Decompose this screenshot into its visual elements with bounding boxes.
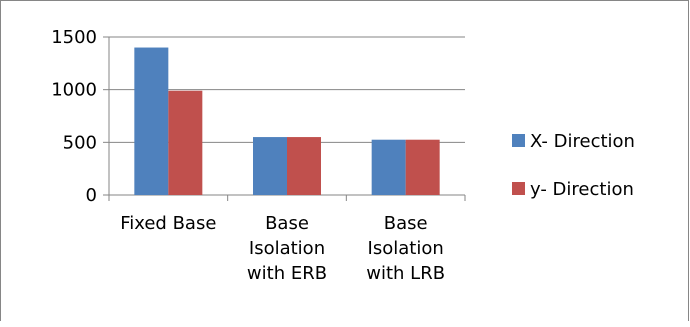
y-tick-label: 1000 <box>51 80 97 101</box>
x-axis-category-labels: Fixed Base Base Isolation with ERB Base Isola… <box>120 213 445 284</box>
x-category-label: Base <box>384 213 428 234</box>
x-category-label: Fixed Base <box>120 213 216 234</box>
bar-x-direction <box>371 139 406 195</box>
bar-x-direction <box>134 47 169 196</box>
y-tick-label: 500 <box>63 132 97 153</box>
legend: X- Direction y- Direction <box>512 131 635 200</box>
y-tick-label: 0 <box>86 185 97 206</box>
legend-swatch <box>512 182 525 195</box>
x-category-label: with LRB <box>366 263 445 284</box>
bars <box>134 47 440 196</box>
bar-x-direction <box>253 137 287 195</box>
legend-label: X- Direction <box>530 131 635 152</box>
x-category-label: with ERB <box>247 263 327 284</box>
x-category-label: Isolation <box>249 238 325 259</box>
bar-y-direction <box>405 139 440 195</box>
bar-y-direction <box>287 137 321 195</box>
bar-y-direction <box>168 90 203 195</box>
y-axis-tick-labels: 0 500 1000 1500 <box>51 27 97 206</box>
legend-label: y- Direction <box>530 179 634 200</box>
legend-swatch <box>512 134 525 147</box>
y-tick-label: 1500 <box>51 27 97 48</box>
x-category-label: Isolation <box>368 238 444 259</box>
x-category-label: Base <box>265 213 309 234</box>
